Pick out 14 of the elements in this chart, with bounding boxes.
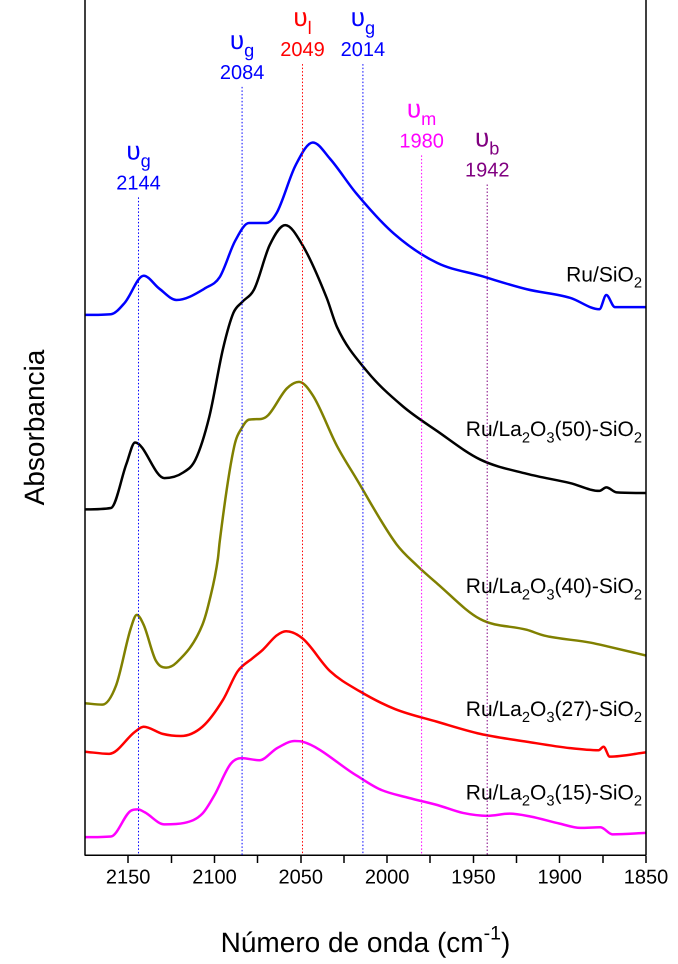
annotation: 2144 [116, 172, 161, 194]
x-tick-label: 1950 [451, 866, 496, 889]
text: 2049 [280, 39, 325, 62]
text: 2014 [340, 39, 386, 62]
x-tick-label: 2050 [278, 866, 324, 889]
annotation: 1942 [464, 160, 510, 182]
y-axis-title: Absorbancia [19, 349, 50, 506]
x-tick-label: 2100 [192, 866, 237, 889]
x-tick-label: 2150 [106, 866, 150, 889]
x-tick-label: 1900 [537, 866, 582, 889]
x-tick-label: 1850 [624, 866, 668, 889]
text: 2084 [220, 62, 264, 84]
annotation: 1980 [399, 130, 444, 152]
x-tick-label: 2000 [364, 866, 410, 889]
